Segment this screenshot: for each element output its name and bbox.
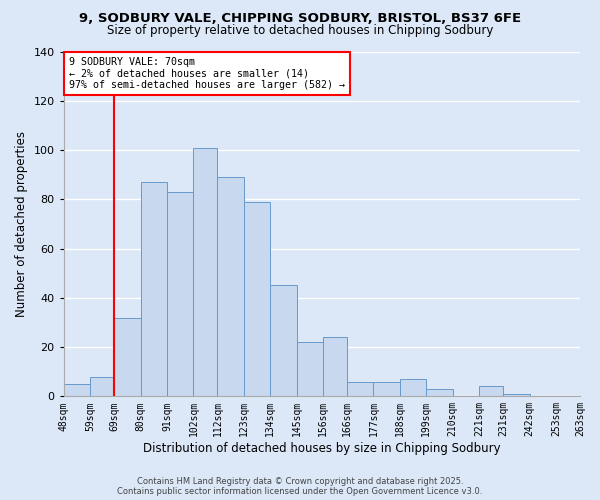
Bar (400, 379, 427, 396)
Text: 9 SODBURY VALE: 70sqm
← 2% of detached houses are smaller (14)
97% of semi-detac: 9 SODBURY VALE: 70sqm ← 2% of detached h… (69, 56, 345, 90)
Bar (270, 286, 296, 397)
Text: 9, SODBURY VALE, CHIPPING SODBURY, BRISTOL, BS37 6FE: 9, SODBURY VALE, CHIPPING SODBURY, BRIST… (79, 12, 521, 26)
X-axis label: Distribution of detached houses by size in Chipping Sodbury: Distribution of detached houses by size … (143, 442, 500, 455)
Bar (347, 382, 373, 396)
Bar (217, 177, 244, 396)
Text: Size of property relative to detached houses in Chipping Sodbury: Size of property relative to detached ho… (107, 24, 493, 37)
Y-axis label: Number of detached properties: Number of detached properties (15, 131, 28, 317)
Bar (244, 202, 270, 396)
Bar (503, 394, 530, 396)
Bar (114, 318, 140, 396)
Bar (167, 192, 193, 396)
Bar (479, 386, 503, 396)
Bar (373, 382, 400, 396)
Bar (140, 182, 167, 396)
Bar (427, 389, 453, 396)
Bar (90, 376, 114, 396)
Text: Contains HM Land Registry data © Crown copyright and database right 2025.
Contai: Contains HM Land Registry data © Crown c… (118, 476, 482, 496)
Bar (296, 342, 323, 396)
Bar (323, 337, 347, 396)
Bar (64, 384, 90, 396)
Bar (193, 148, 217, 396)
